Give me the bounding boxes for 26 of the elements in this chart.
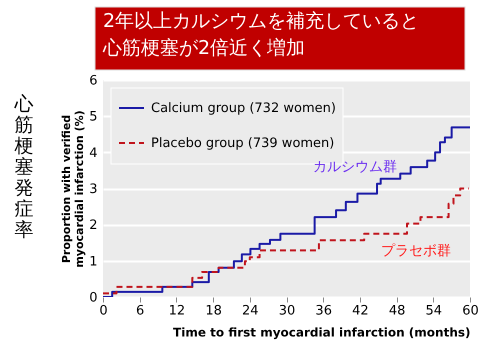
x-tick-label: 12 (168, 304, 186, 318)
x-tick-label: 36 (315, 304, 332, 318)
text: 心筋梗塞発症率 (14, 93, 34, 241)
y-tick-label: 0 (89, 290, 98, 306)
x-tick-label: 30 (278, 304, 296, 318)
x-tick-label: 60 (462, 304, 479, 318)
y-tick-label: 6 (89, 74, 98, 88)
x-axis-title: Time to first myocardial infarction (months) (173, 326, 470, 340)
y-tick-label: 5 (89, 110, 98, 125)
y-tick-label: 1 (89, 254, 98, 270)
x-tick-label: 48 (388, 304, 406, 318)
x-tick-label: 42 (352, 304, 369, 318)
y-tick-label: 4 (89, 146, 98, 161)
legend-label: Calcium group (732 women) (151, 101, 336, 116)
legend-label: Placebo group (739 women) (151, 136, 334, 151)
x-tick-label: 54 (426, 304, 442, 318)
annotation: カルシウム群 (313, 159, 397, 175)
y-tick-label: 3 (89, 182, 98, 197)
y-axis-title: Proportion with verified myocardial infarction (%) (60, 110, 86, 268)
y-tick-label: 2 (89, 218, 98, 234)
x-tick-label: 0 (99, 304, 108, 318)
x-tick-label: 6 (136, 304, 144, 318)
chart-title: 2年以上カルシウムを補充していると心筋梗塞が2倍近く増加 (102, 10, 420, 59)
x-tick-label: 24 (242, 304, 259, 318)
annotation: プラセボ群 (381, 243, 451, 259)
x-tick-label: 18 (205, 304, 222, 318)
